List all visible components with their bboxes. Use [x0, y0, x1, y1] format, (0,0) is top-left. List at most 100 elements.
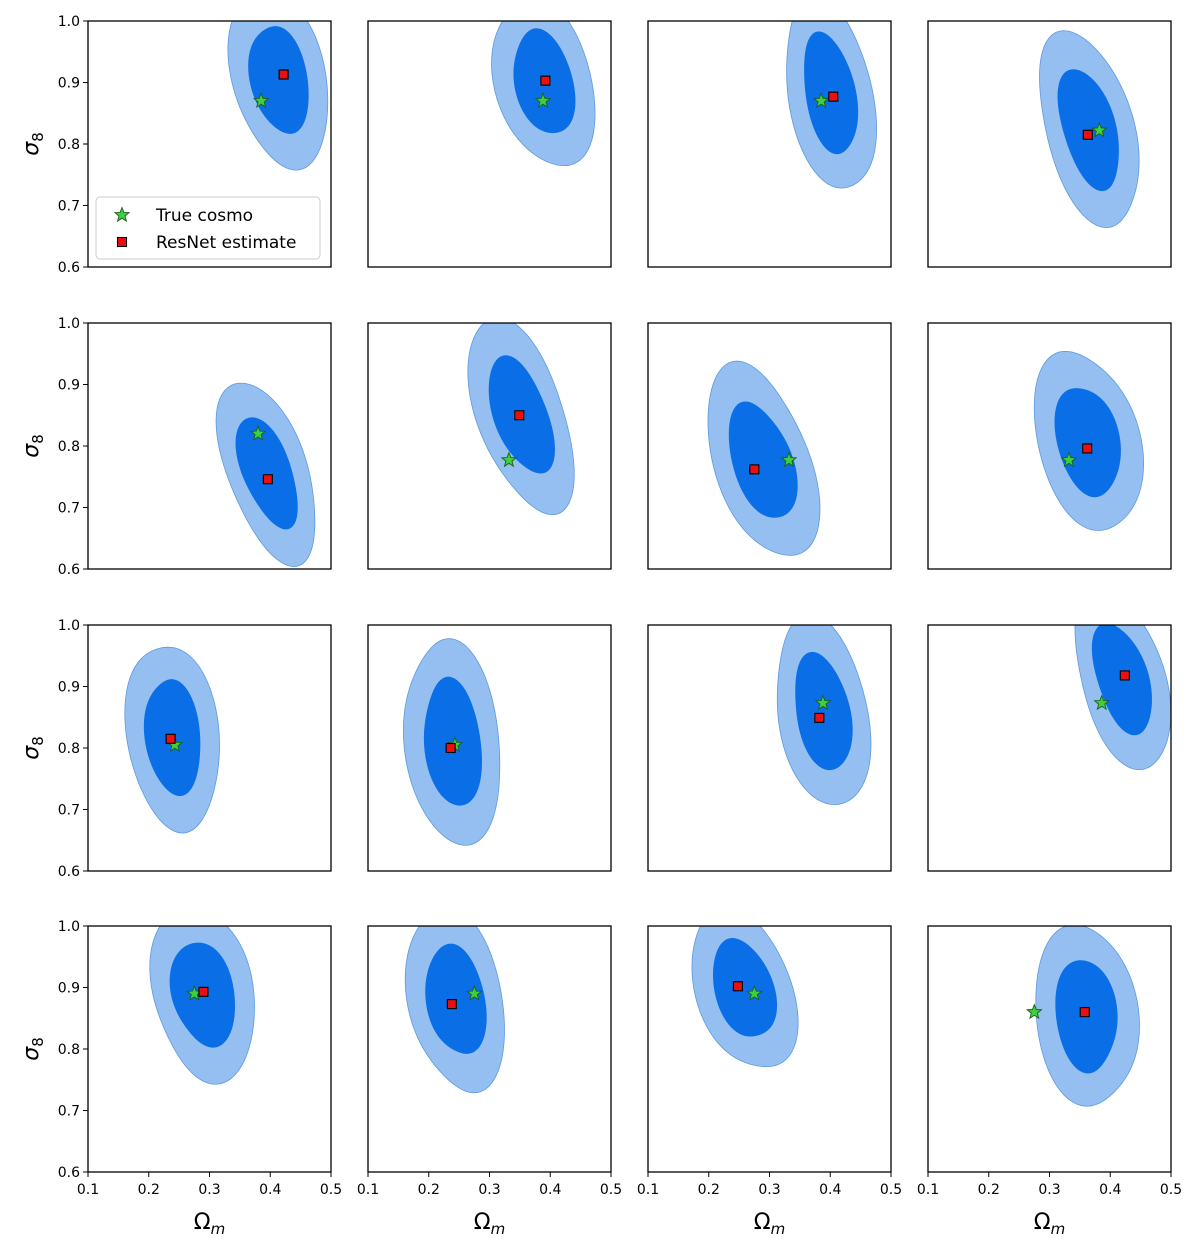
panel-frame [367, 624, 612, 872]
legend-star-icon [113, 206, 131, 223]
y-axis-label: σ8 [19, 434, 47, 458]
true-cosmo-marker [812, 92, 830, 109]
y-axis-label: σ8 [19, 132, 47, 156]
true-cosmo-marker [1025, 1003, 1043, 1020]
contour-group [227, 21, 329, 171]
resnet-estimate-marker [749, 464, 760, 475]
legend: True cosmo ResNet estimate [95, 196, 321, 260]
contour-group [776, 625, 872, 806]
legend-label-resnet-estimate: ResNet estimate [156, 233, 296, 253]
panel-3-1: 0.6 0.7 0.8 0.9 1.0 σ8 [19, 618, 332, 880]
resnet-estimate-marker [514, 410, 525, 421]
y-tick-label: 0.9 [58, 378, 80, 394]
y-tick-label: 0.6 [58, 562, 80, 578]
inner-contour-68 [795, 651, 853, 771]
resnet-estimate-marker [198, 986, 209, 997]
resnet-estimate-marker [1082, 129, 1093, 140]
x-tick-label: 0.5 [320, 1182, 342, 1198]
legend-square-icon [116, 236, 128, 248]
contour-group [404, 926, 505, 1094]
panel-3-3 [647, 624, 892, 872]
true-cosmo-marker [745, 984, 763, 1001]
panel-4-1: 0.6 0.7 0.8 0.9 1.0 σ8 0.1 0.2 0.3 0.4 0.5 Ωm [19, 919, 342, 1238]
x-tick-label: 0.3 [1038, 1182, 1060, 1198]
true-cosmo-marker [1093, 694, 1111, 711]
y-tick-label: 1.0 [58, 919, 80, 935]
x-tick-label: 0.4 [539, 1182, 561, 1198]
contour-group [1039, 30, 1140, 229]
panel-frame [927, 624, 1172, 872]
resnet-estimate-marker [814, 712, 825, 723]
x-tick-label: 0.1 [77, 1182, 99, 1198]
y-tick-label: 0.7 [58, 501, 80, 517]
x-tick-label: 0.5 [1160, 1182, 1182, 1198]
true-cosmo-marker [814, 694, 832, 711]
x-tick-label: 0.2 [698, 1182, 720, 1198]
panel-frame [367, 322, 612, 570]
x-tick-label: 0.4 [1099, 1182, 1121, 1198]
y-tick-label: 0.6 [58, 864, 80, 880]
y-axis-label: σ8 [19, 1037, 47, 1061]
panel-frame [647, 322, 892, 570]
x-tick-label: 0.2 [978, 1182, 1000, 1198]
true-cosmo-marker [500, 451, 518, 468]
panel-frame [367, 20, 612, 268]
panel-2-1: 0.6 0.7 0.8 0.9 1.0 σ8 [19, 316, 332, 578]
resnet-estimate-marker [446, 999, 457, 1010]
resnet-estimate-marker [828, 91, 839, 102]
y-tick-label: 0.6 [58, 260, 80, 276]
y-tick-label: 0.8 [58, 439, 80, 455]
x-tick-label: 0.1 [917, 1182, 939, 1198]
resnet-estimate-marker [278, 69, 289, 80]
x-tick-label: 0.4 [259, 1182, 281, 1198]
y-tick-label: 0.9 [58, 680, 80, 696]
inner-contour-68 [1054, 388, 1121, 498]
contour-group [691, 926, 799, 1068]
x-tick-label: 0.5 [600, 1182, 622, 1198]
panel-3-2 [367, 624, 612, 872]
y-tick-label: 0.7 [58, 1104, 80, 1120]
panel-4-4: 0.1 0.2 0.3 0.4 0.5 Ωm [917, 925, 1182, 1238]
panel-1-1: 0.6 0.7 0.8 0.9 1.0 σ8 True cosmo ResNet estima… [19, 14, 332, 276]
resnet-estimate-marker [1119, 670, 1130, 681]
true-cosmo-marker [252, 92, 270, 109]
x-tick-label: 0.2 [418, 1182, 440, 1198]
panel-3-4 [927, 624, 1172, 872]
inner-contour-68 [713, 938, 778, 1037]
resnet-estimate-marker [540, 75, 551, 86]
panel-frame [647, 20, 892, 268]
x-tick-label: 0.5 [880, 1182, 902, 1198]
resnet-estimate-marker [1082, 443, 1093, 454]
y-tick-label: 0.8 [58, 741, 80, 757]
resnet-estimate-marker [1079, 1007, 1090, 1018]
resnet-estimate-marker [732, 981, 743, 992]
true-cosmo-marker [249, 424, 267, 441]
panel-1-3 [647, 20, 892, 268]
panel-2-3 [647, 322, 892, 570]
panel-1-4 [927, 20, 1172, 268]
x-axis-label: Ωm [754, 1210, 785, 1238]
y-tick-label: 0.8 [58, 137, 80, 153]
contour-group [1033, 350, 1145, 531]
inner-contour-68 [235, 417, 298, 530]
panel-2-2 [367, 322, 612, 570]
true-cosmo-marker [1090, 121, 1108, 138]
y-tick-label: 0.8 [58, 1042, 80, 1058]
inner-contour-68 [728, 401, 798, 518]
legend-label-true-cosmo: True cosmo [155, 206, 253, 226]
x-tick-label: 0.3 [758, 1182, 780, 1198]
panel-4-3: 0.1 0.2 0.3 0.4 0.5 Ωm [637, 925, 902, 1238]
panel-frame [927, 20, 1172, 268]
x-tick-label: 0.2 [138, 1182, 160, 1198]
inner-contour-68 [425, 943, 487, 1054]
y-tick-label: 0.9 [58, 981, 80, 997]
panel-frame [647, 624, 892, 872]
panel-4-2: 0.1 0.2 0.3 0.4 0.5 Ωm [357, 925, 622, 1238]
resnet-estimate-marker [445, 742, 456, 754]
x-tick-label: 0.3 [198, 1182, 220, 1198]
true-cosmo-marker [534, 92, 552, 109]
inner-contour-68 [423, 676, 482, 806]
x-tick-label: 0.3 [478, 1182, 500, 1198]
y-tick-label: 0.7 [58, 199, 80, 215]
true-cosmo-marker [465, 984, 483, 1001]
